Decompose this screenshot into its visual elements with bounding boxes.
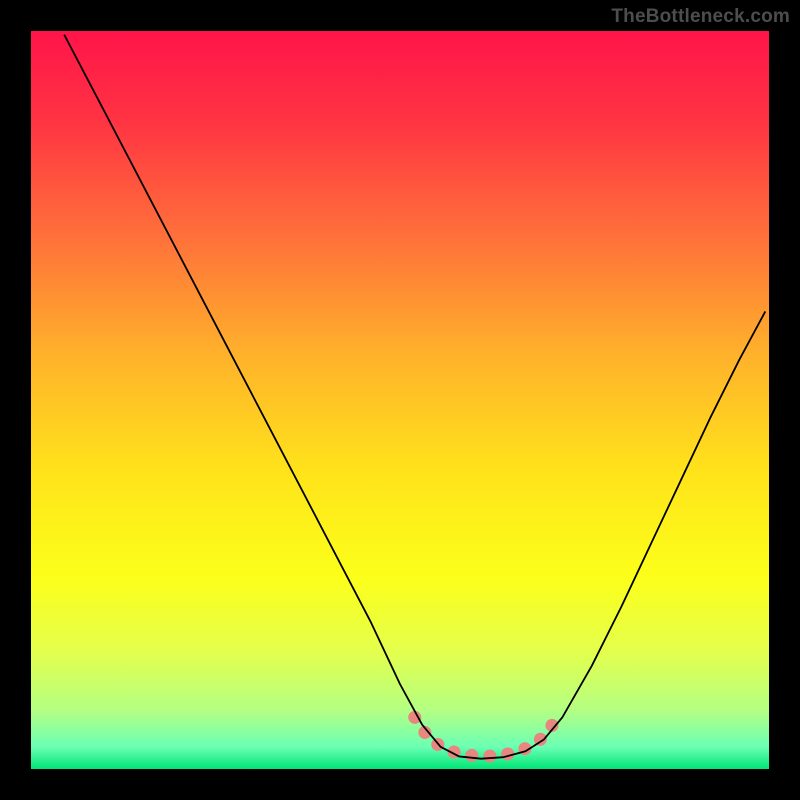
gradient-background [31, 31, 769, 769]
chart-frame: TheBottleneck.com [0, 0, 800, 800]
chart-svg [31, 31, 769, 769]
watermark-text: TheBottleneck.com [611, 6, 790, 28]
